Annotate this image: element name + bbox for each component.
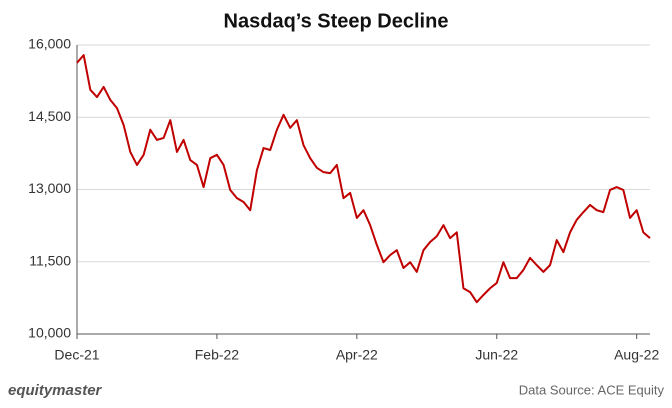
x-tick-label: Jun-22 — [475, 347, 518, 363]
y-tick-label: 10,000 — [28, 325, 71, 341]
y-tick-label: 11,500 — [29, 252, 71, 268]
y-tick-label: 14,500 — [28, 108, 71, 124]
chart-title: Nasdaq’s Steep Decline — [224, 10, 449, 32]
brand: equitymaster — [8, 382, 103, 399]
x-tick-label: Aug-22 — [614, 347, 659, 363]
x-tick-label: Dec-21 — [54, 347, 99, 363]
x-tick-label: Feb-22 — [195, 347, 240, 363]
line — [76, 54, 651, 304]
x-tick-label: Apr-22 — [336, 347, 378, 363]
y-tick-label: 16,000 — [28, 36, 71, 52]
source: Data Source: ACE Equity — [519, 382, 665, 397]
y-tick-label: 13,000 — [28, 180, 71, 196]
